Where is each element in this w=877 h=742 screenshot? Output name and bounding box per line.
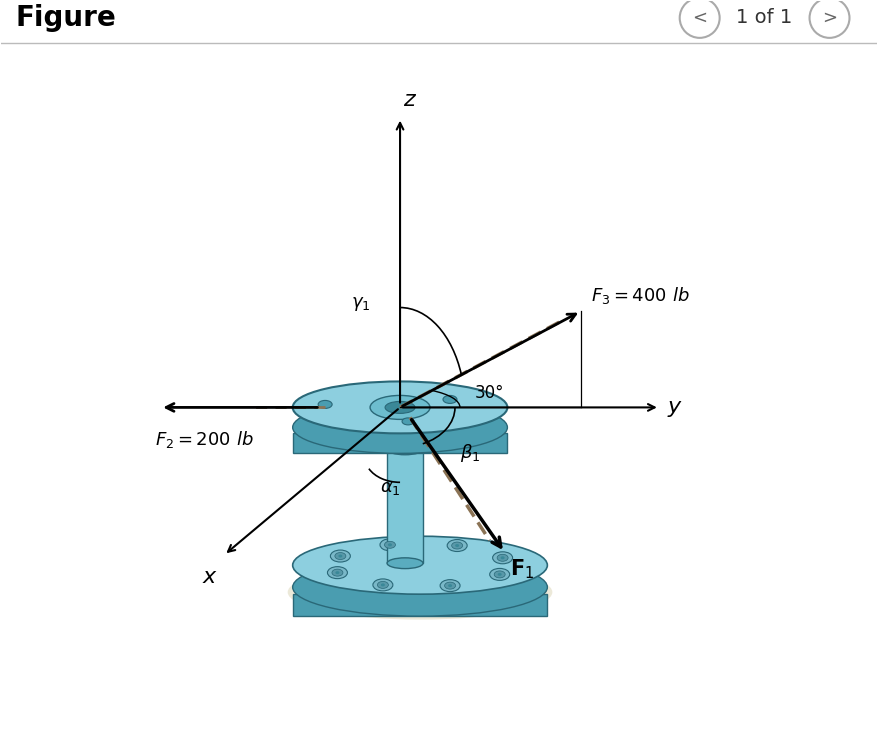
Text: y: y (667, 398, 680, 418)
Text: x: x (203, 567, 216, 587)
Ellipse shape (451, 542, 462, 549)
Text: $\gamma_1$: $\gamma_1$ (350, 295, 370, 312)
Ellipse shape (494, 571, 504, 578)
Text: 30°: 30° (474, 384, 504, 402)
Text: $\mathbf{F}_1$: $\mathbf{F}_1$ (509, 557, 533, 581)
Ellipse shape (292, 401, 507, 453)
Ellipse shape (330, 550, 350, 562)
Ellipse shape (454, 544, 459, 547)
Ellipse shape (497, 573, 501, 576)
FancyBboxPatch shape (387, 450, 423, 563)
Ellipse shape (370, 395, 430, 419)
Text: Figure: Figure (16, 4, 116, 32)
Ellipse shape (387, 444, 423, 455)
Ellipse shape (292, 381, 507, 433)
Ellipse shape (317, 401, 332, 408)
Text: z: z (403, 90, 414, 110)
Text: $F_2 = 200$ lb: $F_2 = 200$ lb (155, 430, 253, 450)
Ellipse shape (447, 584, 452, 587)
Ellipse shape (338, 554, 342, 557)
Ellipse shape (377, 582, 388, 588)
Ellipse shape (384, 542, 395, 548)
Ellipse shape (444, 582, 455, 589)
Ellipse shape (373, 579, 392, 591)
Ellipse shape (334, 553, 346, 559)
Ellipse shape (492, 552, 512, 564)
Text: 1 of 1: 1 of 1 (736, 8, 792, 27)
Ellipse shape (446, 539, 467, 551)
Text: $\alpha_1$: $\alpha_1$ (379, 479, 400, 497)
Ellipse shape (500, 556, 504, 559)
Ellipse shape (387, 558, 423, 568)
Polygon shape (292, 594, 546, 616)
Ellipse shape (381, 583, 384, 586)
Ellipse shape (402, 418, 414, 425)
Ellipse shape (332, 569, 343, 576)
Ellipse shape (327, 567, 347, 579)
Ellipse shape (489, 568, 509, 580)
Ellipse shape (385, 401, 415, 413)
Ellipse shape (335, 571, 339, 574)
Ellipse shape (388, 543, 391, 546)
Text: <: < (691, 9, 706, 27)
Text: $F_3 = 400$ lb: $F_3 = 400$ lb (590, 285, 688, 306)
Polygon shape (292, 433, 507, 453)
Ellipse shape (443, 395, 456, 404)
Ellipse shape (496, 554, 508, 561)
Text: >: > (821, 9, 836, 27)
Text: $\beta_1$: $\beta_1$ (460, 442, 480, 464)
Ellipse shape (288, 565, 552, 620)
Ellipse shape (439, 580, 460, 591)
Ellipse shape (292, 536, 546, 594)
Ellipse shape (292, 558, 546, 616)
Ellipse shape (380, 539, 400, 551)
